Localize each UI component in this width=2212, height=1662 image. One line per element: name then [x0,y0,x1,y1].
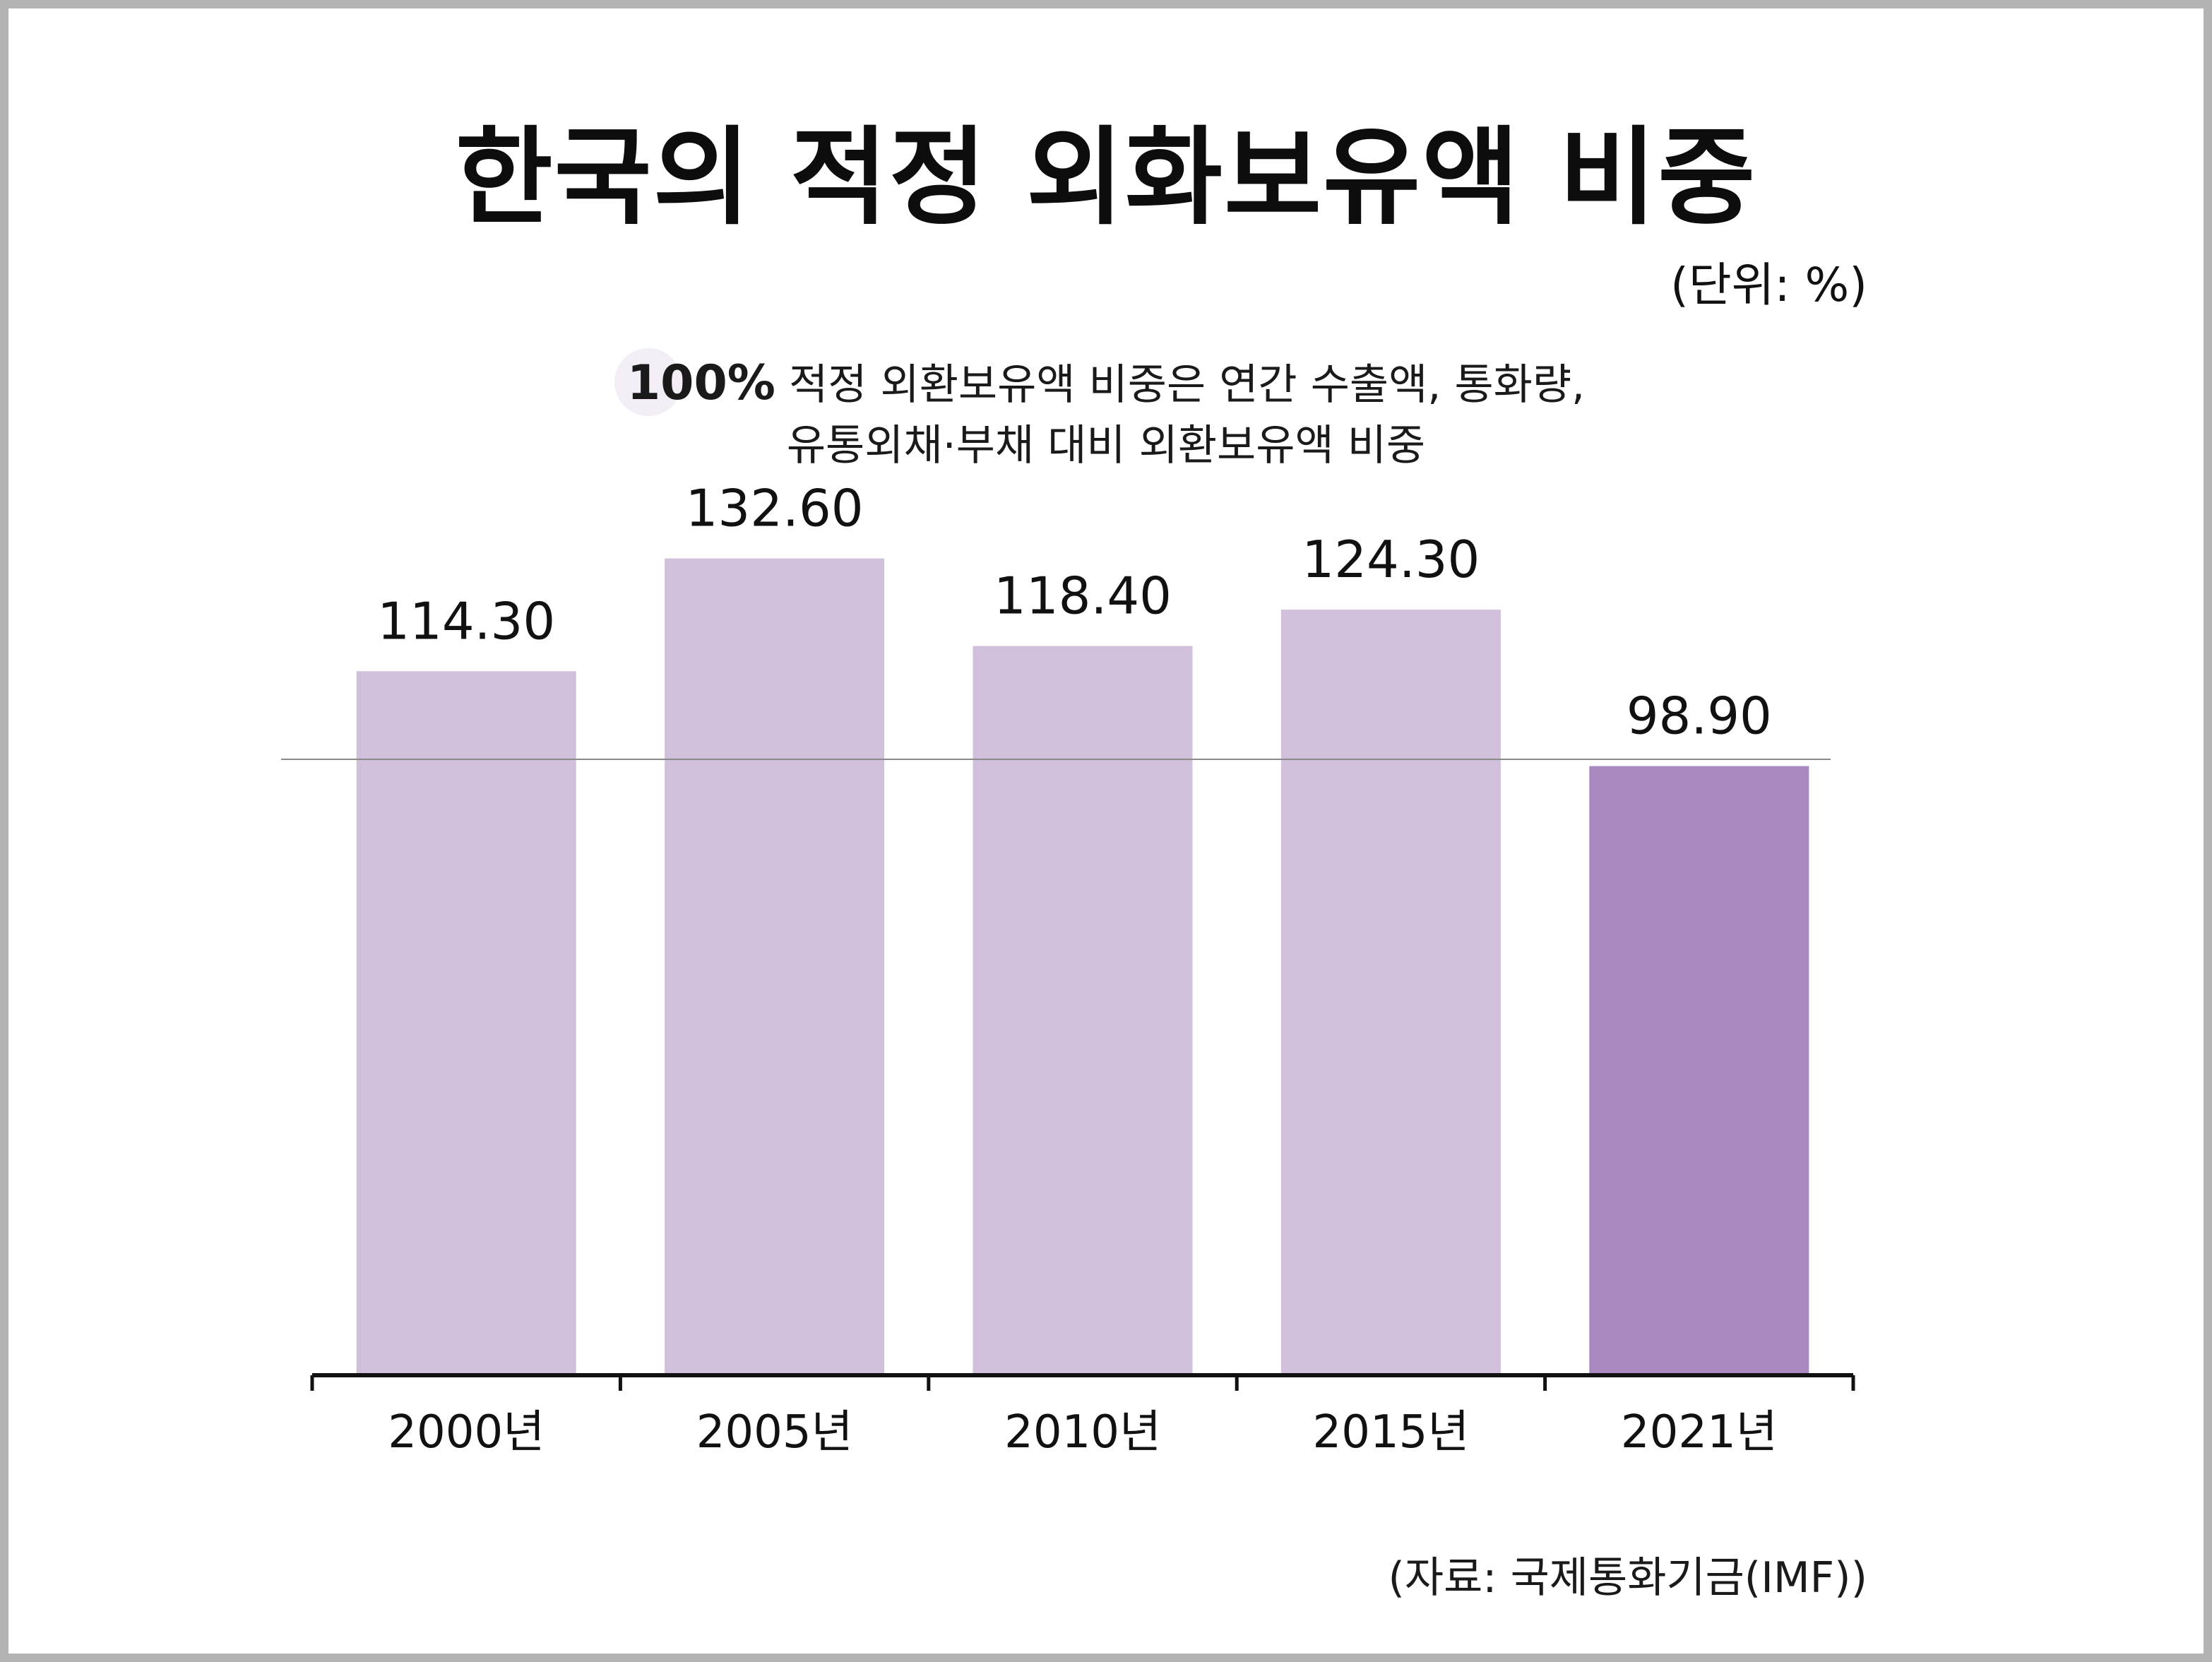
x-axis: 2000년 2005년 2010년 2015년 2021년 [310,1373,1855,1459]
value-label-0: 114.30 [377,591,555,651]
value-label-2: 118.40 [994,566,1172,626]
bar-3 [1280,610,1501,1375]
bar-1 [665,558,885,1376]
value-label-1: 132.60 [686,479,864,538]
source-note: (자료: 국제통화기금(IMF)) [1388,1553,1868,1603]
bar-4 [1589,766,1809,1375]
category-label-1: 2005년 [696,1406,853,1459]
category-label-3: 2015년 [1313,1406,1470,1459]
category-label-2: 2010년 [1004,1406,1161,1459]
category-label-4: 2021년 [1621,1406,1778,1459]
value-label-4: 98.90 [1627,687,1772,746]
reference-note-line-2: 유통외채·부채 대비 외환보유액 비중 [786,421,1426,470]
value-labels-layer: 114.30 132.60 118.40 124.30 98.90 [377,479,1772,746]
bars-layer [356,558,1809,1376]
bar-0 [356,671,576,1375]
bar-2 [973,646,1193,1375]
unit-label: (단위: %) [1670,258,1867,312]
reference-note-text-1: 적정 외환보유액 비중은 연간 수출액, 통화량, [789,360,1586,410]
category-label-0: 2000년 [388,1406,545,1459]
chart-title: 한국의 적정 외화보유액 비중 [455,117,1757,239]
reference-value-label: 100% [626,355,775,411]
reference-note: 100% 적정 외환보유액 비중은 연간 수출액, 통화량, 유통외채·부채 대… [0,348,2212,476]
value-label-3: 124.30 [1302,530,1480,589]
reference-note-line-1: 100% 적정 외환보유액 비중은 연간 수출액, 통화량, [0,348,2212,416]
